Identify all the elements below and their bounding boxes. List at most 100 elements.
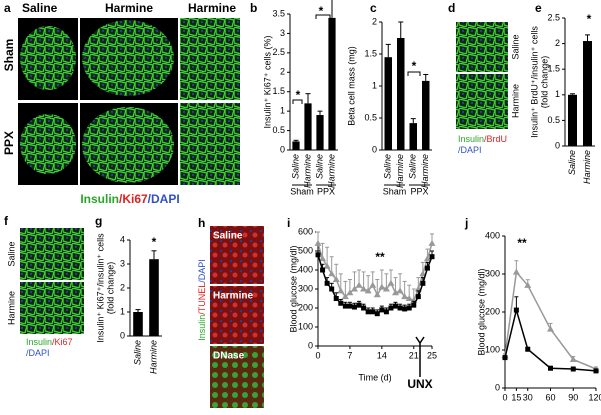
marker bbox=[337, 287, 345, 294]
islet bbox=[82, 20, 174, 96]
y-axis-label: (fold change) bbox=[539, 56, 549, 109]
islet bbox=[82, 107, 174, 183]
marker bbox=[419, 270, 427, 277]
panel-h: h Saline Harmine DNase Insulin/TUNEL/DAP… bbox=[197, 216, 264, 408]
row-label: Sham bbox=[2, 39, 16, 72]
panel-letter: c bbox=[370, 1, 377, 15]
marker bbox=[333, 296, 339, 301]
y-tick-label: 2.5 bbox=[272, 47, 285, 57]
marker bbox=[428, 239, 436, 246]
y-tick-label: 0 bbox=[280, 144, 285, 154]
bar bbox=[149, 259, 159, 336]
significance-bracket bbox=[292, 99, 303, 104]
group-label: Sham bbox=[383, 186, 407, 196]
y-tick-label: 2 bbox=[120, 282, 125, 292]
x-axis-label: Time (d) bbox=[358, 372, 391, 382]
y-tick-label: 1 bbox=[555, 89, 560, 99]
marker bbox=[365, 309, 371, 315]
panel-f: f Saline Harmine Insulin/Ki67 /DAPI bbox=[4, 214, 84, 358]
y-axis-label: (fold change) bbox=[105, 262, 115, 315]
marker bbox=[401, 293, 409, 300]
y-tick-label: 1 bbox=[372, 80, 377, 90]
panel-letter: g bbox=[95, 214, 102, 228]
x-tick-label: Saline bbox=[383, 154, 393, 179]
x-tick-label: Harmine bbox=[326, 154, 336, 188]
islet bbox=[20, 114, 76, 174]
marker bbox=[411, 302, 417, 308]
panel-d: d Saline Harmine Insulin/BrdU /DAPI bbox=[448, 1, 520, 155]
y-tick-label: 400 bbox=[485, 230, 500, 240]
panel-letter: a bbox=[4, 1, 11, 15]
y-tick-label: 0 bbox=[120, 330, 125, 340]
y-tick-label: 200 bbox=[298, 302, 313, 312]
x-tick-label: Saline bbox=[290, 154, 300, 179]
y-axis-label: Blood glucose (mg/dl) bbox=[476, 268, 486, 355]
marker bbox=[547, 325, 554, 332]
bar bbox=[583, 41, 592, 146]
islet bbox=[20, 26, 76, 90]
marker bbox=[593, 368, 599, 374]
annotation: * bbox=[296, 88, 301, 102]
marker bbox=[388, 305, 394, 311]
y-axis-label: Insulin⁺ Ki67⁺/insulin⁺ cells bbox=[95, 233, 105, 343]
marker bbox=[314, 239, 322, 246]
micrograph bbox=[456, 22, 508, 72]
y-tick-label: 0.5 bbox=[364, 112, 377, 122]
image-label: DNase bbox=[213, 351, 245, 362]
marker bbox=[361, 305, 367, 311]
y-tick-label: 2.5 bbox=[547, 12, 560, 22]
marker bbox=[315, 252, 321, 258]
micrograph bbox=[180, 103, 240, 185]
marker bbox=[370, 309, 376, 315]
row-label: Harmine bbox=[6, 291, 16, 325]
stain-legend: Insulin/TUNEL/DAPI bbox=[197, 259, 207, 341]
column-label: Harmine bbox=[188, 1, 236, 15]
bar bbox=[384, 57, 392, 151]
panel-letter: h bbox=[198, 216, 205, 230]
x-tick-label: 21 bbox=[409, 350, 419, 360]
stain-legend: /DAPI bbox=[458, 145, 482, 155]
x-tick-label: 14 bbox=[377, 350, 387, 360]
y-tick-label: 0.5 bbox=[272, 125, 285, 135]
marker bbox=[323, 262, 331, 269]
image-label: Saline bbox=[213, 231, 243, 242]
marker bbox=[415, 294, 421, 300]
bar bbox=[409, 123, 417, 150]
group-label: Sham bbox=[290, 186, 314, 196]
marker bbox=[355, 281, 363, 288]
marker bbox=[548, 365, 553, 371]
row-label: Harmine bbox=[510, 84, 520, 118]
marker bbox=[338, 300, 344, 306]
x-tick-label: 0 bbox=[315, 350, 320, 360]
marker bbox=[347, 303, 353, 309]
y-axis-label: Insulin⁺ Ki67⁺ cells (%) bbox=[262, 35, 272, 128]
marker bbox=[379, 307, 385, 313]
x-tick-label: 7 bbox=[347, 350, 352, 360]
y-tick-label: 0.5 bbox=[547, 115, 560, 125]
marker bbox=[570, 366, 576, 372]
series-line bbox=[504, 307, 597, 372]
y-tick-label: 2 bbox=[280, 67, 285, 77]
y-tick-label: 300 bbox=[485, 268, 500, 278]
marker bbox=[402, 306, 408, 312]
image-label: Harmine bbox=[213, 291, 253, 302]
micrograph bbox=[20, 228, 84, 280]
y-tick-label: 200 bbox=[485, 306, 500, 316]
marker bbox=[328, 270, 336, 277]
marker bbox=[569, 356, 577, 362]
group-label: PPX bbox=[410, 186, 428, 196]
stain-legend: Insulin/BrdU bbox=[458, 134, 507, 144]
panel-letter: e bbox=[535, 1, 542, 15]
x-tick-label: 120 bbox=[588, 392, 601, 402]
column-label: Harmine bbox=[105, 1, 153, 15]
x-tick-label: 15 bbox=[511, 392, 521, 402]
micrograph bbox=[20, 282, 84, 334]
marker bbox=[360, 285, 368, 292]
panel-letter: j bbox=[464, 216, 468, 230]
marker bbox=[342, 303, 348, 309]
micrograph bbox=[210, 346, 264, 408]
panel-letter: d bbox=[448, 1, 455, 15]
y-tick-label: 3.5 bbox=[272, 8, 285, 18]
column-label: Saline bbox=[22, 1, 58, 15]
